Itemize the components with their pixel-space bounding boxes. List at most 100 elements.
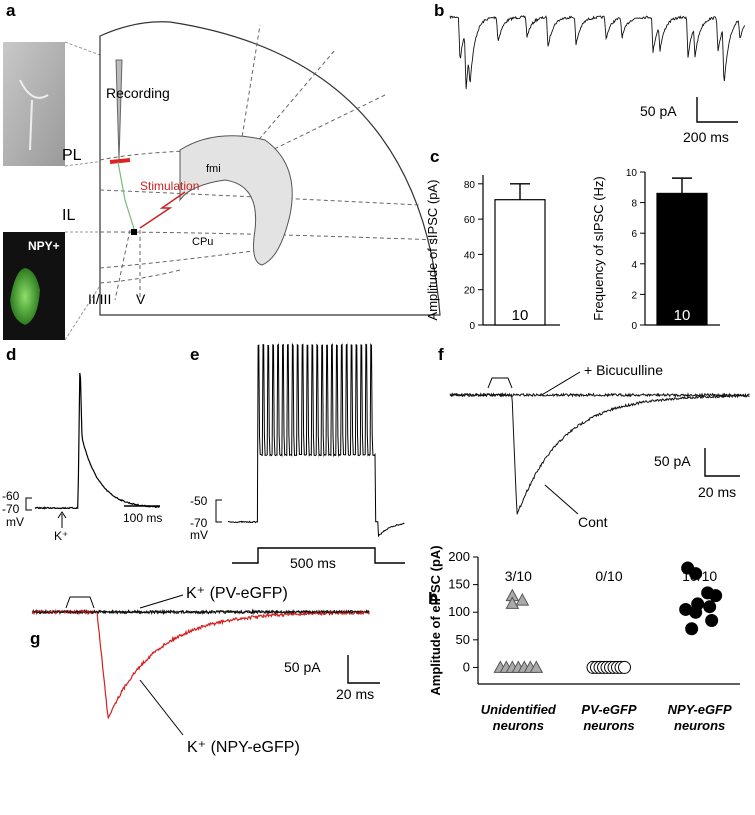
- label: Recording: [106, 85, 170, 101]
- trace-label: Cont: [578, 514, 608, 530]
- y-tick-label: 40: [464, 250, 476, 261]
- trace-label: K⁺ (NPY-eGFP): [187, 739, 300, 756]
- fmi-structure: [179, 135, 293, 266]
- recorded-cell: [109, 158, 131, 164]
- label: V: [136, 291, 146, 307]
- label: IL: [62, 207, 75, 224]
- scale-label: mV: [190, 528, 208, 542]
- y-tick-label: 2: [631, 290, 637, 301]
- trace: [34, 372, 160, 510]
- label: CPu: [192, 236, 213, 248]
- y-tick-label: 150: [448, 577, 470, 592]
- region-lines: [99, 24, 439, 301]
- scale-label: 20 ms: [698, 484, 736, 500]
- label: fmi: [206, 163, 221, 175]
- y-tick-label: 10: [626, 168, 638, 179]
- stimulation-site: [131, 229, 137, 235]
- label: NPY+: [28, 239, 60, 253]
- y-tick-label: 80: [464, 180, 476, 191]
- pointer: [139, 679, 184, 736]
- scale-label: 50 pA: [284, 659, 321, 675]
- scale-label: 200 ms: [683, 129, 729, 145]
- panel-letter: f: [438, 345, 444, 364]
- data-point: [515, 593, 530, 606]
- data-point: [703, 600, 717, 614]
- error-bar: [510, 183, 530, 200]
- data-point: [689, 567, 703, 581]
- scale-bar: [347, 655, 380, 684]
- y-tick-label: 0: [463, 659, 470, 674]
- label: II/III: [88, 291, 111, 307]
- error-bar: [672, 177, 692, 194]
- trace: [449, 15, 746, 90]
- panel-letter: b: [434, 1, 444, 20]
- trace: [227, 342, 405, 538]
- trace: [32, 609, 370, 615]
- y-tick-label: 0: [631, 321, 637, 332]
- data-point: [505, 596, 520, 609]
- npy-cell: [10, 268, 40, 325]
- y-axis-label: Amplitude of eIPSC (pA): [428, 545, 443, 695]
- y-tick-label: 50: [456, 632, 470, 647]
- panel-letter: a: [6, 1, 16, 20]
- scale-label: 100 ms: [123, 511, 162, 525]
- n-label: 10: [674, 307, 691, 324]
- scale-label: -70: [190, 516, 208, 530]
- panel-letter: g: [30, 629, 40, 648]
- trace-label: K⁺ (PV-eGFP): [186, 585, 288, 602]
- scale-bar: [25, 497, 32, 511]
- recording-pipette: [115, 59, 123, 161]
- y-tick-label: 6: [631, 229, 637, 240]
- x-tick-label: Unidentified neurons: [480, 702, 556, 733]
- scale-label: -70: [2, 502, 20, 516]
- data-point: [618, 660, 631, 674]
- n-label: 10: [512, 307, 529, 324]
- scale-label: 50 pA: [654, 453, 691, 469]
- label: PL: [62, 147, 82, 164]
- pointer: [539, 371, 581, 397]
- panel-letter: e: [190, 345, 199, 364]
- data-point: [685, 622, 699, 636]
- data-point: [705, 614, 719, 627]
- y-tick-label: 4: [631, 260, 637, 271]
- y-tick-label: 200: [448, 549, 470, 564]
- data-point: [709, 589, 723, 603]
- connector: [64, 41, 101, 56]
- pulse: [487, 377, 513, 389]
- scale-bar: [704, 448, 740, 477]
- connector: [64, 235, 133, 341]
- count-label: 3/10: [505, 568, 532, 584]
- panel-letter: c: [430, 147, 439, 166]
- bar: [656, 192, 708, 326]
- trace: [449, 392, 750, 515]
- scale-label: -60: [2, 489, 20, 503]
- pulse: [65, 596, 95, 609]
- y-axis-label: Frequency of sIPSC (Hz): [591, 176, 606, 321]
- y-tick-label: 100: [448, 604, 470, 619]
- data-point: [689, 605, 703, 619]
- data-point: [529, 660, 544, 673]
- step-label: 500 ms: [290, 555, 336, 571]
- scale-label: mV: [6, 515, 24, 529]
- stimulation-arrow: [139, 191, 186, 229]
- panel-letter: d: [6, 345, 16, 364]
- y-tick-label: 8: [631, 199, 637, 210]
- y-tick-label: 60: [464, 215, 476, 226]
- scale-label: 20 ms: [336, 686, 374, 702]
- step-protocol: [232, 547, 405, 564]
- count-label: 0/10: [595, 568, 622, 584]
- scale-bar: [215, 499, 222, 523]
- y-tick-label: 20: [464, 286, 476, 297]
- trace-label: + Bicuculline: [584, 362, 663, 378]
- dic-image: [3, 42, 65, 166]
- y-axis-label: Amplitude of sIPSC (pA): [425, 180, 440, 321]
- axon: [117, 161, 136, 233]
- pointer: [139, 594, 184, 609]
- connector: [64, 159, 113, 167]
- scale-label: 50 pA: [640, 103, 677, 119]
- stim-label: K⁺: [54, 529, 68, 543]
- x-tick-label: PV-eGFP neurons: [581, 702, 637, 733]
- scale-bar: [696, 97, 738, 123]
- y-tick-label: 0: [469, 321, 475, 332]
